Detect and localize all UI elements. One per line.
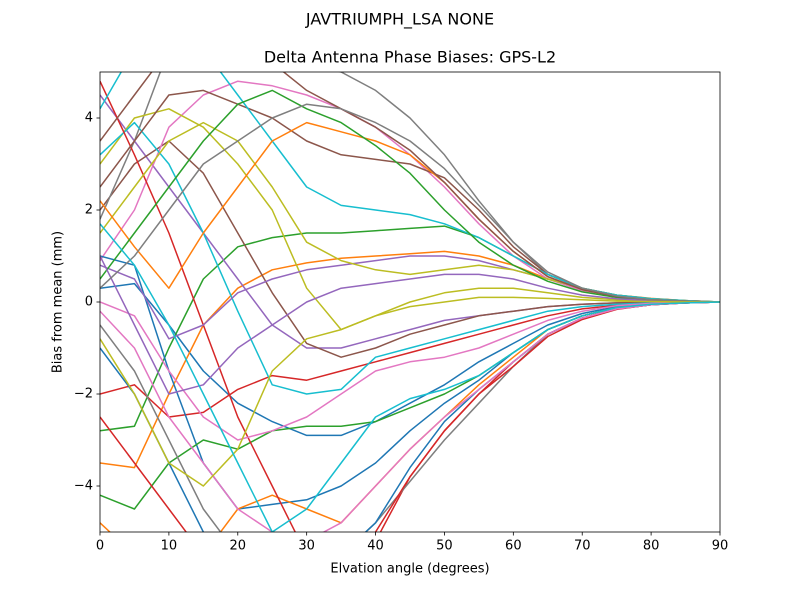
x-tick-label: 70 — [574, 539, 591, 554]
series-line — [100, 140, 720, 358]
y-tick-label: −4 — [74, 479, 93, 494]
x-tick-label: 60 — [505, 539, 522, 554]
suptitle: JAVTRIUMPH_LSA NONE — [305, 10, 494, 30]
y-axis-label: Bias from mean (mm) — [51, 231, 66, 373]
series-line — [100, 255, 720, 395]
series-line — [100, 301, 720, 441]
x-tick-label: 90 — [712, 539, 729, 554]
series-line — [100, 72, 720, 303]
series-line — [100, 301, 720, 532]
x-tick-label: 40 — [367, 539, 384, 554]
x-tick-label: 30 — [298, 539, 315, 554]
x-tick-label: 0 — [96, 539, 104, 554]
x-tick-label: 80 — [643, 539, 660, 554]
series-line — [100, 89, 720, 303]
x-tick-label: 20 — [230, 539, 247, 554]
y-tick-label: 2 — [85, 203, 93, 218]
series-line — [100, 108, 720, 331]
y-tick-label: 0 — [85, 295, 93, 310]
y-tick-label: −2 — [74, 387, 93, 402]
x-tick-label: 50 — [436, 539, 453, 554]
plot-area — [100, 72, 720, 532]
y-tick-label: 4 — [85, 111, 93, 126]
series-line — [100, 223, 720, 532]
series-line — [100, 103, 720, 303]
chart-title: Delta Antenna Phase Biases: GPS-L2 — [264, 48, 556, 67]
x-tick-label: 10 — [161, 539, 178, 554]
series-line — [100, 282, 720, 437]
series-line — [100, 296, 720, 487]
x-axis-label: Elvation angle (degrees) — [330, 562, 489, 577]
